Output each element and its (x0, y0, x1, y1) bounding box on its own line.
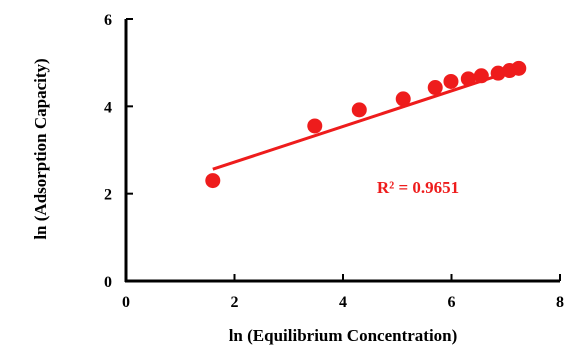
tick-labels: 0 2 4 6 8 0 2 4 6 (104, 12, 564, 311)
data-point (351, 102, 367, 118)
data-point (460, 71, 476, 87)
x-axis-title: ln (Equilibrium Concentration) (229, 326, 458, 345)
x-tick-label: 6 (448, 294, 456, 311)
data-point (443, 73, 459, 89)
r-squared-annotation: R² = 0.9651 (377, 178, 459, 197)
data-point (427, 80, 443, 96)
y-tick-label: 6 (104, 12, 112, 29)
y-tick-label: 0 (104, 274, 112, 291)
y-tick-label: 4 (104, 99, 112, 116)
data-point (205, 173, 221, 189)
tick-marks (125, 18, 561, 282)
x-tick-label: 0 (122, 294, 130, 311)
data-point (473, 68, 489, 84)
x-tick-label: 2 (231, 294, 239, 311)
y-tick-label: 2 (104, 187, 112, 204)
x-tick-label: 4 (339, 294, 347, 311)
data-point (490, 65, 506, 81)
axes (124, 19, 560, 283)
data-point (511, 60, 527, 76)
x-tick-label: 8 (556, 294, 564, 311)
data-points (205, 60, 527, 189)
data-point (307, 118, 323, 134)
data-point (395, 91, 411, 107)
y-axis-title: ln (Adsorption Capacity) (31, 58, 50, 239)
